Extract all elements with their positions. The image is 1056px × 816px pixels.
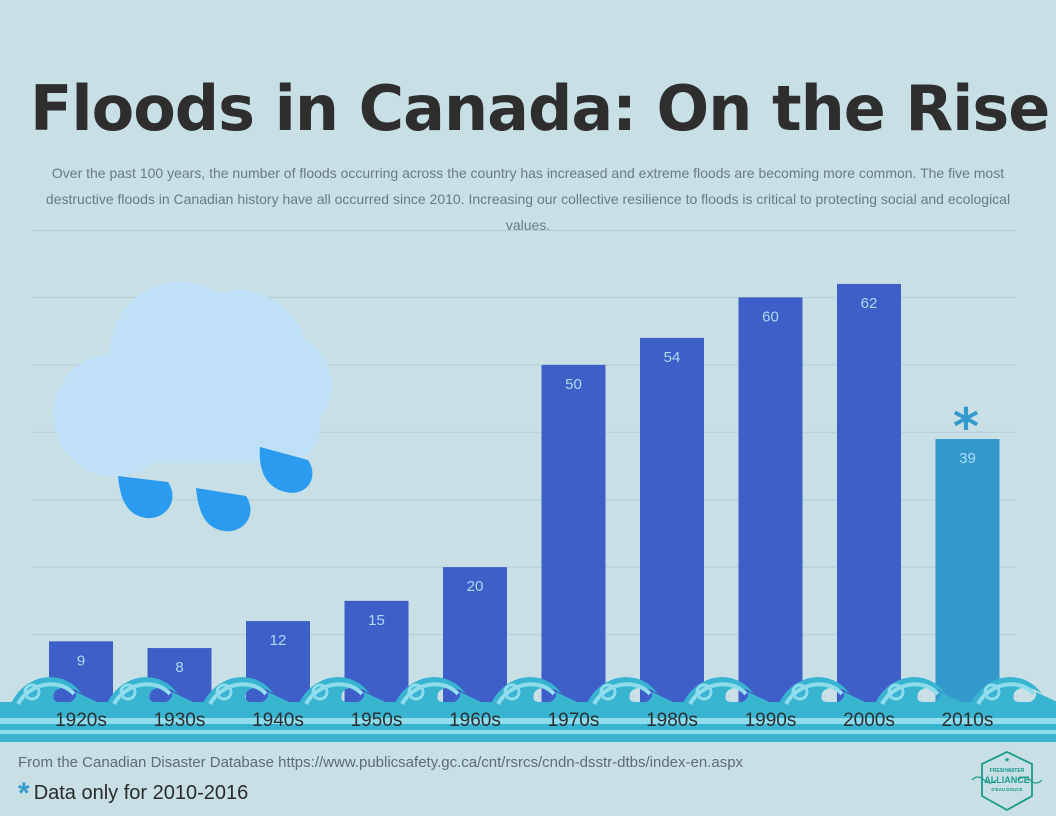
wave-stripe xyxy=(0,730,1056,734)
wave-curl xyxy=(880,682,940,706)
logo-text-main: ALLIANCE xyxy=(984,775,1030,785)
bar-2010s xyxy=(935,439,1000,702)
x-tick-label-1930s: 1930s xyxy=(154,710,206,731)
freshwater-alliance-logo: ★ FRESHWATER ALLIANCE D'EAU DOUCE xyxy=(971,751,1043,812)
page-title: Floods in Canada: On the Rise xyxy=(30,72,1050,145)
value-label-1960s: 20 xyxy=(467,578,484,595)
wave-swirl xyxy=(983,683,1001,701)
bar-1930s xyxy=(147,648,212,702)
x-tick-label-2010s: 2010s xyxy=(942,710,994,731)
source-citation: From the Canadian Disaster Database http… xyxy=(18,754,744,771)
wave-curl xyxy=(592,682,652,706)
title-divider xyxy=(32,230,1016,231)
bar-1920s xyxy=(49,641,113,702)
bar-1980s xyxy=(640,337,704,702)
partial-data-marker: * xyxy=(953,398,979,456)
x-tick-label-1950s: 1950s xyxy=(351,710,403,731)
footnote-text: Data only for 2010-2016 xyxy=(33,782,249,804)
wave-curl xyxy=(208,682,268,706)
waves-decoration xyxy=(0,677,1056,742)
wave-curl xyxy=(16,682,76,706)
logo-text-top: FRESHWATER xyxy=(990,768,1025,774)
value-label-1940s: 12 xyxy=(270,632,287,649)
wave-stripe xyxy=(0,718,1056,724)
wave-swirl xyxy=(407,683,425,701)
wave-curl xyxy=(304,682,364,706)
wave-curl xyxy=(496,682,556,706)
wave-curl xyxy=(976,682,1036,706)
rain-cloud-icon xyxy=(53,282,332,532)
wave-curl xyxy=(784,682,844,706)
value-label-1980s: 54 xyxy=(664,349,681,366)
wave-swirl xyxy=(23,683,41,701)
value-label-1930s: 8 xyxy=(175,659,183,676)
value-label-2000s: 62 xyxy=(861,295,878,312)
x-tick-label-2000s: 2000s xyxy=(843,710,895,731)
x-tick-label-1990s: 1990s xyxy=(745,710,797,731)
footnote: * Data only for 2010-2016 xyxy=(18,776,249,810)
wave-swirl xyxy=(311,683,329,701)
logo-text-bottom: D'EAU DOUCE xyxy=(991,787,1022,792)
x-tick-label-1940s: 1940s xyxy=(252,710,304,731)
wave-swirl xyxy=(791,683,809,701)
bar-1970s xyxy=(541,364,606,702)
value-label-2010s: 39 xyxy=(959,450,976,467)
wave-curl xyxy=(400,682,460,706)
wave-curl xyxy=(688,682,748,706)
wave-swirl xyxy=(695,683,713,701)
value-label-1970s: 50 xyxy=(565,376,582,393)
x-axis-labels: 1920s 1930s 1940s 1950s 1960s 1970s 1980s 1990s… xyxy=(55,710,993,731)
raindrops-icon xyxy=(118,447,313,532)
bar-2000s xyxy=(837,283,901,702)
wave-swirl xyxy=(599,683,617,701)
x-tick-label-1970s: 1970s xyxy=(548,710,600,731)
x-tick-label-1960s: 1960s xyxy=(449,710,501,731)
value-label-1950s: 15 xyxy=(368,612,385,629)
wave-swirl xyxy=(119,683,137,701)
value-label-1920s: 9 xyxy=(77,652,85,669)
value-label-1990s: 60 xyxy=(762,308,779,325)
wave-swirl xyxy=(503,683,521,701)
wave-swirl xyxy=(215,683,233,701)
wave-curl xyxy=(112,682,172,706)
bar-1990s xyxy=(738,297,803,702)
bar-series: 9 8 12 15 20 50 54 60 62 39 xyxy=(49,283,1000,702)
asterisk-icon: * xyxy=(18,776,30,810)
page-subtitle: Over the past 100 years, the number of f… xyxy=(45,165,1011,233)
x-tick-label-1980s: 1980s xyxy=(646,710,698,731)
cloud-icon xyxy=(53,282,332,477)
x-tick-label-1920s: 1920s xyxy=(55,710,107,731)
wave-swirl xyxy=(887,683,905,701)
bar-1960s xyxy=(443,567,507,702)
svg-text:★: ★ xyxy=(1004,756,1010,764)
